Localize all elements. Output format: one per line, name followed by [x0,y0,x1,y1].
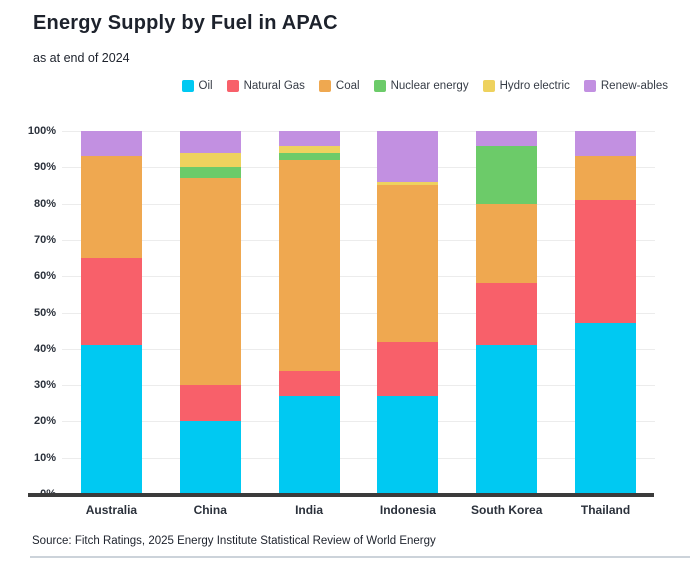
gridline-30 [62,385,655,387]
x-label-china: China [193,503,227,517]
bar-segment-china-natural-gas [179,385,241,422]
bar-slot-thailand [556,131,655,494]
bar-segment-thailand-renew-ables [575,131,637,157]
x-label-thailand: Thailand [580,503,631,517]
bar-segment-china-renew-ables [179,131,241,153]
page-title: Energy Supply by Fuel in APAC [33,12,338,34]
stacked-bar-thailand [575,131,637,494]
bar-slot-australia [62,131,161,494]
stacked-bar-south-korea [476,131,538,494]
bar-segment-indonesia-hydro-electric [377,181,439,186]
bar-segment-india-natural-gas [278,370,340,396]
bar-segment-australia-oil [80,345,142,494]
legend-swatch-oil [181,80,194,92]
legend-swatch-coal [318,80,331,92]
bar-slot-india [260,131,359,494]
bottom-divider [30,556,690,558]
bar-segment-australia-coal [80,156,142,259]
bar-segment-indonesia-renew-ables [377,131,439,182]
gridline-100 [62,131,655,132]
x-label-australia: Australia [85,503,138,517]
legend-label: Nuclear energy [390,80,469,92]
legend-swatch-nuclear-energy [373,80,386,92]
legend-label: Coal [335,80,360,92]
bar-segment-south-korea-natural-gas [476,283,538,346]
gridline-80 [62,203,655,205]
gridline-70 [62,239,655,241]
y-tick-30: 30% [33,379,56,392]
x-axis-line [28,493,654,497]
source-note: Source: Fitch Ratings, 2025 Energy Insti… [32,535,436,547]
bar-segment-india-oil [278,396,340,494]
bar-segment-india-hydro-electric [278,145,340,153]
bar-segment-south-korea-nuclear-energy [476,145,538,204]
bar-segment-south-korea-oil [476,345,538,494]
bar-segment-thailand-coal [575,156,637,200]
gridline-20 [62,421,655,423]
x-label-south-korea: South Korea [471,503,543,517]
gridline-50 [62,312,655,314]
legend-item-natural-gas[interactable]: Natural Gas [226,80,305,92]
legend-swatch-natural-gas [226,80,239,92]
bar-segment-india-renew-ables [278,131,340,146]
bar-segment-indonesia-coal [377,185,439,342]
legend-item-renew-ables[interactable]: Renew-ables [583,80,668,92]
bar-slot-china [161,131,260,494]
y-tick-40: 40% [33,342,56,355]
legend-item-nuclear-energy[interactable]: Nuclear energy [373,80,469,92]
x-label-india: India [295,503,324,517]
bar-segment-indonesia-oil [377,396,439,494]
legend-item-coal[interactable]: Coal [318,80,360,92]
legend-item-oil[interactable]: Oil [181,80,213,92]
chart-legend: Oil Natural Gas Coal Nuclear energy Hydro el… [181,80,668,92]
x-axis-labels: Australia China India Indonesia South Korea T… [62,503,655,517]
y-tick-20: 20% [33,415,56,428]
stacked-bar-india [278,131,340,494]
legend-label: Renew-ables [600,80,668,92]
bar-segment-china-nuclear-energy [179,167,241,179]
bar-segment-thailand-natural-gas [575,199,637,324]
plot-gridlines [62,131,655,494]
bar-segment-indonesia-natural-gas [377,341,439,396]
bar-segment-australia-natural-gas [80,258,142,346]
stacked-bar-australia [80,131,142,494]
y-tick-100: 100% [27,125,56,137]
stacked-bar-indonesia [377,131,439,494]
bar-segment-thailand-oil [575,323,637,494]
legend-item-hydro-electric[interactable]: Hydro electric [482,80,570,92]
gridline-10 [62,457,655,459]
bar-segment-south-korea-coal [476,203,538,284]
legend-label: Oil [198,80,213,92]
gridline-90 [62,167,655,169]
bar-segment-china-hydro-electric [179,152,241,168]
y-tick-70: 70% [33,233,56,246]
y-tick-90: 90% [33,161,56,174]
bar-segment-india-nuclear-energy [278,152,340,161]
legend-label: Hydro electric [499,80,570,92]
x-label-indonesia: Indonesia [379,503,436,517]
legend-label: Natural Gas [243,80,305,92]
plot-bars [62,131,655,494]
y-tick-10: 10% [33,451,56,464]
gridline-60 [62,276,655,278]
bar-segment-australia-renew-ables [80,131,142,157]
y-tick-50: 50% [33,306,56,319]
legend-swatch-hydro-electric [482,80,495,92]
legend-swatch-renew-ables [583,80,596,92]
stacked-bar-china [179,131,241,494]
bar-segment-south-korea-renew-ables [476,131,538,146]
bar-slot-indonesia [358,131,457,494]
bar-segment-china-oil [179,421,241,494]
bar-segment-china-coal [179,178,241,386]
gridline-40 [62,348,655,350]
bar-slot-south-korea [457,131,556,494]
bar-segment-india-coal [278,160,340,371]
y-tick-60: 60% [33,270,56,283]
y-tick-80: 80% [33,197,56,210]
chart-subtitle: as at end of 2024 [33,51,130,65]
